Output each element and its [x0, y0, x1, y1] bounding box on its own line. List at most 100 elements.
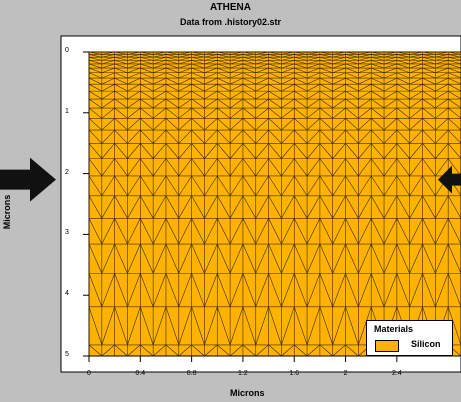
- mesh-line: [242, 107, 256, 119]
- mesh-line: [165, 306, 180, 345]
- mesh-line: [358, 243, 372, 274]
- mesh-line: [255, 118, 269, 131]
- mesh-line: [242, 83, 256, 92]
- mesh-line: [114, 107, 128, 119]
- mesh-line: [217, 143, 231, 159]
- mesh-line: [293, 175, 308, 196]
- mesh-line: [165, 54, 179, 58]
- mesh-line: [383, 118, 398, 131]
- mesh-line: [409, 72, 423, 79]
- mesh-line: [88, 83, 102, 92]
- mesh-line: [319, 218, 333, 245]
- mesh-line: [230, 56, 244, 61]
- mesh-line: [448, 67, 461, 74]
- mesh-line: [229, 118, 244, 131]
- mesh-line: [101, 63, 115, 69]
- mesh-line: [217, 218, 231, 245]
- mesh-line: [101, 273, 115, 307]
- mesh-line: [204, 118, 218, 131]
- mesh-line: [306, 243, 321, 274]
- mesh-line: [332, 60, 346, 65]
- mesh-line: [191, 56, 205, 61]
- legend: Materials Silicon: [366, 320, 453, 356]
- mesh-line: [345, 98, 359, 109]
- mesh-line: [229, 306, 244, 345]
- mesh-line: [165, 72, 179, 79]
- mesh-line: [152, 158, 167, 177]
- mesh-line: [396, 273, 410, 307]
- mesh-line: [409, 218, 423, 245]
- mesh-line: [345, 107, 359, 119]
- mesh-line: [435, 143, 449, 159]
- mesh-line: [140, 107, 154, 119]
- mesh-line: [204, 54, 218, 58]
- mesh-line: [114, 63, 128, 69]
- mesh-line: [409, 158, 423, 177]
- mesh-line: [409, 143, 423, 159]
- mesh-line: [332, 118, 346, 131]
- mesh-line: [435, 118, 449, 131]
- mesh-line: [268, 344, 282, 357]
- mesh-line: [422, 63, 436, 69]
- x-tick-label: 0: [87, 370, 91, 377]
- mesh-line: [255, 129, 269, 144]
- mesh-line: [140, 158, 154, 177]
- mesh-line: [396, 56, 410, 61]
- mesh-line: [294, 67, 308, 74]
- mesh-line: [396, 218, 410, 245]
- mesh-line: [306, 56, 320, 61]
- mesh-line: [383, 143, 398, 159]
- mesh-line: [293, 273, 308, 307]
- mesh-line: [371, 60, 385, 65]
- axis-ticks: [83, 51, 398, 362]
- mesh-line: [191, 54, 205, 58]
- mesh-line: [435, 90, 449, 100]
- mesh-line: [242, 77, 256, 85]
- mesh-line: [383, 63, 397, 69]
- mesh-line: [127, 72, 141, 79]
- mesh-line: [345, 243, 359, 274]
- mesh-line: [332, 90, 346, 100]
- mesh-line: [268, 218, 282, 245]
- mesh-line: [165, 90, 179, 100]
- mesh-line: [217, 72, 231, 79]
- mesh-line: [422, 54, 436, 58]
- mesh-line: [178, 243, 192, 274]
- mesh-line: [114, 60, 128, 65]
- mesh-line: [152, 306, 167, 345]
- x-tick-label: 2: [343, 370, 348, 377]
- mesh-line: [268, 107, 282, 119]
- mesh-line: [242, 60, 256, 65]
- mesh-line: [255, 195, 269, 219]
- mesh-line: [165, 107, 179, 119]
- mesh-line: [255, 98, 269, 109]
- mesh-line: [435, 195, 449, 219]
- mesh-line: [165, 77, 179, 85]
- mesh-line: [152, 129, 167, 144]
- mesh-line: [242, 243, 257, 274]
- mesh-line: [153, 56, 167, 61]
- mesh-line: [230, 51, 243, 55]
- mesh-line: [229, 72, 244, 79]
- mesh-line: [371, 51, 385, 55]
- mesh-line: [409, 60, 423, 65]
- x-axis-label: Microns: [230, 388, 265, 398]
- mesh-line: [370, 129, 385, 144]
- mesh-line: [191, 273, 205, 307]
- mesh-line: [242, 54, 256, 58]
- mesh-line: [114, 67, 128, 74]
- mesh-line: [204, 175, 218, 196]
- legend-title: Materials: [374, 324, 414, 334]
- mesh-line: [447, 158, 461, 177]
- mesh-line: [204, 98, 218, 109]
- mesh-line: [370, 218, 385, 245]
- mesh-line: [165, 63, 179, 69]
- mesh-line: [101, 118, 115, 131]
- mesh-line: [178, 195, 192, 219]
- mesh-line: [281, 63, 295, 69]
- mesh-line: [409, 51, 423, 55]
- mesh-line: [281, 77, 295, 85]
- mesh-line: [127, 63, 141, 69]
- mesh-line: [268, 129, 282, 144]
- mesh-line: [358, 60, 372, 65]
